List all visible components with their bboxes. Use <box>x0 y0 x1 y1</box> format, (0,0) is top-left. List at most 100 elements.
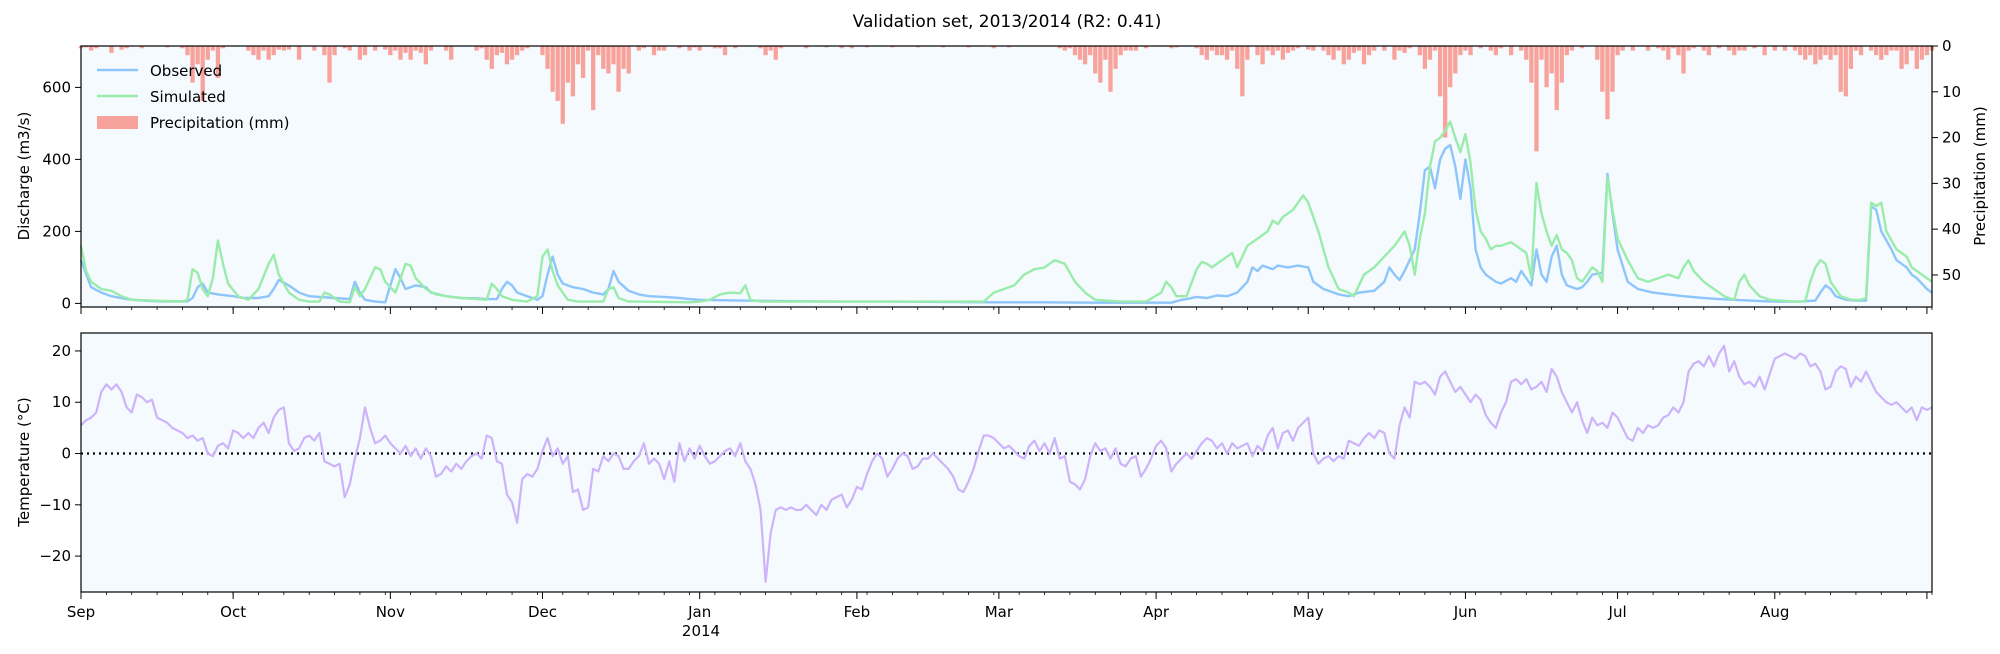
precipitation-bar <box>575 46 581 65</box>
precipitation-bar <box>839 46 844 49</box>
precipitation-bar <box>890 46 895 48</box>
precipitation-bar <box>1691 46 1696 49</box>
precipitation-bar <box>1488 46 1493 51</box>
precipitation-bar <box>636 46 641 51</box>
chart-title: Validation set, 2013/2014 (R2: 0.41) <box>853 12 1162 32</box>
precipitation-bar <box>484 46 489 60</box>
precipitation-bar <box>1549 46 1554 74</box>
precipitation-bar <box>509 46 515 60</box>
series-line-observed <box>79 143 1933 304</box>
precipitation-bar <box>692 46 697 48</box>
precipitation-bar <box>1579 46 1585 49</box>
precipitation-bar <box>1265 46 1270 51</box>
precipitation-bar <box>824 46 829 48</box>
precipitation-bar <box>1417 46 1422 56</box>
precipitation-bar <box>1407 46 1412 49</box>
precipitation-bar <box>966 46 971 48</box>
precipitation-bar <box>1392 46 1397 60</box>
precipitation-bar <box>286 46 292 50</box>
precipitation-bar <box>413 46 418 51</box>
precipitation-bar <box>940 46 946 48</box>
precipitation-bar <box>251 46 256 56</box>
temperature-panel: −20 −10 0 10 20 Sep Oct Nov Dec Jan Feb Mar Apr May J… <box>15 332 1933 640</box>
x-tick-label: Jan <box>687 603 711 621</box>
precipitation-bar <box>1868 46 1874 51</box>
precipitation-bar <box>347 46 352 51</box>
precipitation-bar <box>585 46 591 51</box>
precipitation-bar <box>626 46 631 74</box>
y-right-tick-label: 30 <box>1942 174 1961 192</box>
precipitation-bar <box>1792 46 1798 51</box>
precipitation-bar <box>1620 46 1625 51</box>
precipitation-bar <box>1742 46 1747 51</box>
precipitation-bar <box>1645 46 1651 51</box>
precipitation-bar <box>651 46 657 56</box>
precipitation-bar <box>220 46 226 49</box>
precipitation-bar <box>1630 46 1635 51</box>
precipitation-bar <box>1427 46 1433 60</box>
precipitation-bar <box>1813 46 1818 65</box>
precipitation-bar <box>1848 46 1854 69</box>
precipitation-bar <box>210 46 216 51</box>
precipitation-bar <box>1402 46 1407 53</box>
y-tick-label: 400 <box>42 150 71 168</box>
precipitation-bar <box>656 46 662 51</box>
precipitation-bar <box>165 46 170 48</box>
precipitation-bar <box>119 46 124 50</box>
precipitation-bar <box>1529 46 1534 83</box>
precipitation-bar <box>1879 46 1884 60</box>
precipitation-bar <box>322 46 327 56</box>
precipitation-bar <box>1067 46 1073 49</box>
precipitation-bar <box>1088 46 1093 56</box>
precipitation-bar <box>1605 46 1610 120</box>
precipitation-bar <box>1782 46 1788 51</box>
precipitation-bar <box>342 46 347 49</box>
precipitation-bar <box>1823 46 1828 56</box>
precipitation-bar <box>200 46 205 101</box>
precipitation-bar <box>1884 46 1889 56</box>
precipitation-bar <box>1544 46 1549 88</box>
precipitation-bar <box>109 46 114 53</box>
x-tick-label: Mar <box>985 603 1014 621</box>
x-tick-label: Sep <box>67 603 95 621</box>
precipitation-bar <box>180 46 185 49</box>
y-right-tick-label: 40 <box>1942 220 1961 238</box>
precipitation-bar <box>139 46 145 49</box>
precipitation-bar <box>499 46 505 53</box>
precipitation-bar <box>1559 46 1564 83</box>
precipitation-bar <box>1077 46 1083 60</box>
precipitation-bar <box>1245 46 1250 60</box>
precipitation-bar <box>1321 46 1326 51</box>
precipitation-bar <box>570 46 576 97</box>
precipitation-bar <box>687 46 692 51</box>
precipitation-bar <box>555 46 560 101</box>
precipitation-bar <box>1432 46 1438 51</box>
precipitation-bar <box>1118 46 1123 56</box>
precipitation-bar <box>1093 46 1098 74</box>
y-right-tick-label: 50 <box>1942 266 1961 284</box>
precipitation-bar <box>271 46 276 56</box>
y-tick-label: −20 <box>39 547 71 565</box>
precipitation-bar <box>1554 46 1559 111</box>
precipitation-bar <box>580 46 586 79</box>
temperature-x-ticks: Sep Oct Nov Dec Jan Feb Mar Apr May Jun Jul Aug <box>67 592 1933 621</box>
precipitation-bar <box>1382 46 1387 51</box>
precipitation-bar <box>1103 46 1108 60</box>
precipitation-bar <box>1230 46 1235 51</box>
precipitation-bar <box>1174 46 1179 48</box>
precipitation-bar <box>418 46 423 53</box>
y-tick-label: 0 <box>61 445 71 463</box>
precipitation-bar <box>1275 46 1280 51</box>
precipitation-bar <box>1904 46 1909 65</box>
precipitation-y-axis-label: Precipitation (mm) <box>1971 106 1989 245</box>
precipitation-bar <box>915 46 920 48</box>
precipitation-bar <box>1351 46 1357 53</box>
precipitation-bar <box>312 46 317 51</box>
precipitation-bar <box>1235 46 1240 69</box>
precipitation-bar <box>1290 46 1296 51</box>
precipitation-bar <box>362 46 368 56</box>
y-tick-label: 10 <box>52 393 71 411</box>
precipitation-bar <box>1113 46 1118 69</box>
precipitation-bar <box>1508 46 1514 56</box>
legend-label-observed: Observed <box>150 62 222 80</box>
